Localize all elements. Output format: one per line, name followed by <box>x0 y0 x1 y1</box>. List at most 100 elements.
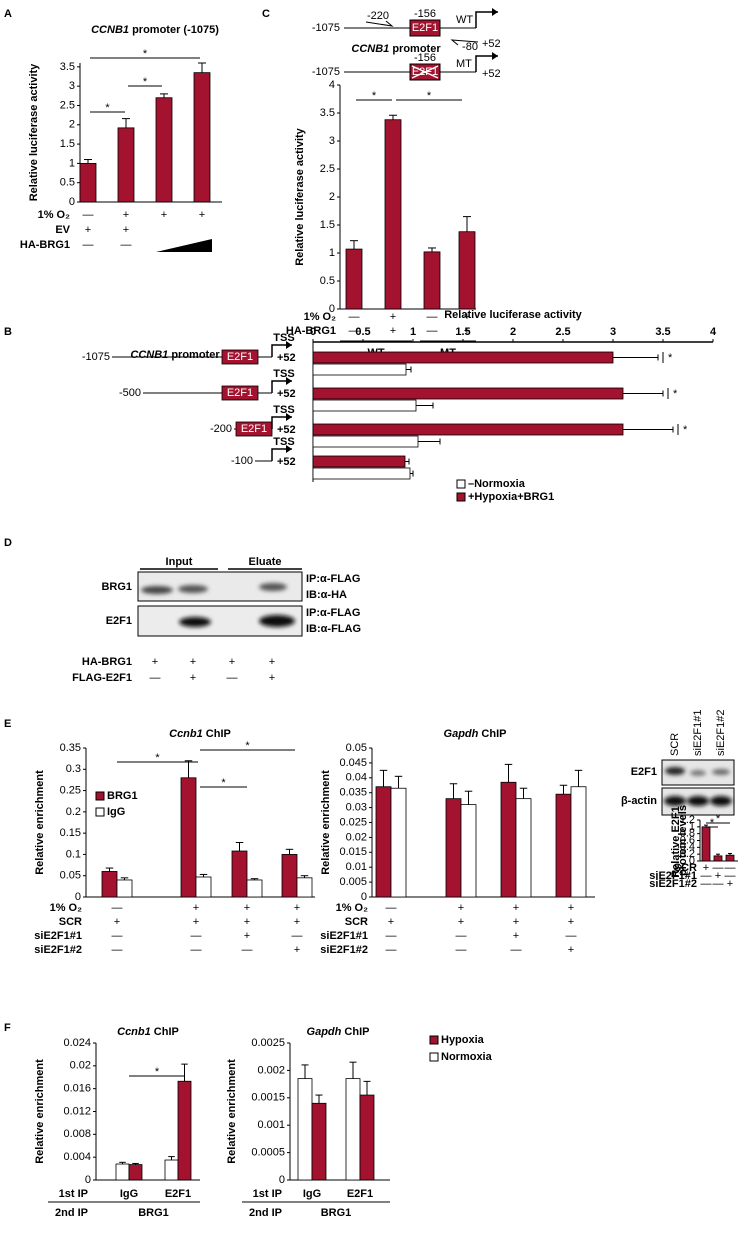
legend-swatch <box>95 791 105 801</box>
significance-star: * <box>673 388 678 400</box>
bar <box>115 1163 130 1181</box>
condition-sign: — <box>427 325 438 337</box>
chart-title: CCNB1 promoter <box>130 349 220 361</box>
bar <box>359 1094 375 1181</box>
condition-sign: — <box>83 209 94 221</box>
y-tick-label: 0 <box>75 891 81 903</box>
bar <box>246 879 263 898</box>
band <box>690 770 706 776</box>
condition-sign: + <box>161 209 167 221</box>
condition-sign: + <box>703 862 709 874</box>
panel-letter: A <box>4 8 12 20</box>
condition-sign: — <box>349 311 360 323</box>
condition-sign: + <box>458 916 464 928</box>
bar <box>79 162 97 203</box>
y-tick-label: 0 <box>279 1174 285 1186</box>
legend-swatch <box>429 1052 439 1062</box>
condition-sign: + <box>199 209 205 221</box>
y-tick-label: 2.5 <box>320 163 335 175</box>
bar <box>515 798 532 898</box>
y-tick-label: 0.8 <box>680 828 695 840</box>
y-axis-label: Relative enrichment <box>320 770 332 875</box>
condition-sign: + <box>464 311 470 323</box>
y-tick-label: 3 <box>329 135 335 147</box>
bar <box>312 363 407 376</box>
y-tick-label: 0.0005 <box>251 1147 285 1159</box>
lane-label: siE2F1#1 <box>692 710 704 756</box>
condition-sign: — <box>112 902 123 914</box>
bar <box>195 876 212 898</box>
band <box>259 615 295 627</box>
legend-label: –Normoxia <box>468 478 526 490</box>
bar <box>117 127 135 203</box>
condition-sign: + <box>85 224 91 236</box>
condition-sign: — <box>713 878 724 890</box>
legend-label: BRG1 <box>107 790 138 802</box>
x-tick-label: 1 <box>410 326 416 338</box>
row-label: 2nd IP <box>249 1207 282 1219</box>
text-part: protein levels <box>677 805 689 876</box>
text-part: promoter (-1075) <box>129 24 219 36</box>
condition-sign: — <box>121 239 132 251</box>
bar <box>312 387 624 400</box>
y-axis-label: Relative enrichment <box>34 770 46 875</box>
condition-sign: — <box>112 944 123 956</box>
y-tick-label: 4 <box>329 79 335 91</box>
tss-arrow <box>271 448 292 461</box>
condition-sign: + <box>715 870 721 882</box>
condition-sign: + <box>294 916 300 928</box>
x-tick-label: 0 <box>310 326 316 338</box>
y-tick-label: 0.024 <box>63 1037 91 1049</box>
y-tick-label: 0.0025 <box>251 1037 285 1049</box>
bar <box>128 1164 143 1181</box>
panel-letter: C <box>262 8 270 20</box>
bar <box>555 793 572 898</box>
construct-start: -100 <box>231 455 253 467</box>
y-tick-label: 0.3 <box>66 763 81 775</box>
bar <box>701 826 711 862</box>
blot-ip: IP:α-FLAG <box>306 607 360 619</box>
significance-star: * <box>155 752 160 764</box>
text-part: Gapdh <box>444 728 479 740</box>
condition-label: siE2F1#1 <box>649 870 697 882</box>
band <box>259 583 287 591</box>
bar <box>345 1078 361 1181</box>
significance-star: * <box>105 102 110 114</box>
condition-sign: + <box>513 930 519 942</box>
y-tick-label: 0.2 <box>680 848 695 860</box>
tss-label: TSS <box>273 368 294 380</box>
condition-sign: + <box>190 656 196 668</box>
construct-end: +52 <box>277 424 296 436</box>
arrow-head <box>286 377 292 385</box>
y-tick-label: 0.04 <box>346 772 367 784</box>
condition-sign: — <box>701 878 712 890</box>
bar <box>384 119 402 310</box>
chart-title: CCNB1 promoter <box>351 43 441 55</box>
condition-sign: + <box>244 916 250 928</box>
y-tick-label: 0.35 <box>60 742 81 754</box>
condition-label: 1% O₂ <box>336 902 369 914</box>
chart-title: Gapdh ChIP <box>307 1026 370 1038</box>
tss-arrow <box>271 344 292 357</box>
arrow-head <box>492 8 498 16</box>
bar <box>345 248 363 310</box>
y-tick-label: 0.015 <box>339 846 367 858</box>
chart-title: Gapdh ChIP <box>444 728 507 740</box>
legend-swatch <box>429 1035 439 1045</box>
condition-label: 1% O₂ <box>50 902 83 914</box>
arrow-head <box>492 52 498 60</box>
y-tick-label: 0.05 <box>60 870 81 882</box>
lane-label: siE2F1#2 <box>715 710 727 756</box>
bar <box>101 871 118 898</box>
text-part: ChIP <box>203 728 231 740</box>
condition-sign: + <box>190 672 196 684</box>
y-tick-label: 0.4 <box>680 841 695 853</box>
significance-star: * <box>143 76 148 88</box>
construct-start: -1075 <box>312 22 340 34</box>
panel-letter: D <box>4 537 12 549</box>
condition-sign: + <box>388 916 394 928</box>
condition-sign: — <box>701 870 712 882</box>
y-tick-label: 0.01 <box>346 861 367 873</box>
construct-end: +52 <box>277 388 296 400</box>
significance-star: * <box>372 90 377 102</box>
